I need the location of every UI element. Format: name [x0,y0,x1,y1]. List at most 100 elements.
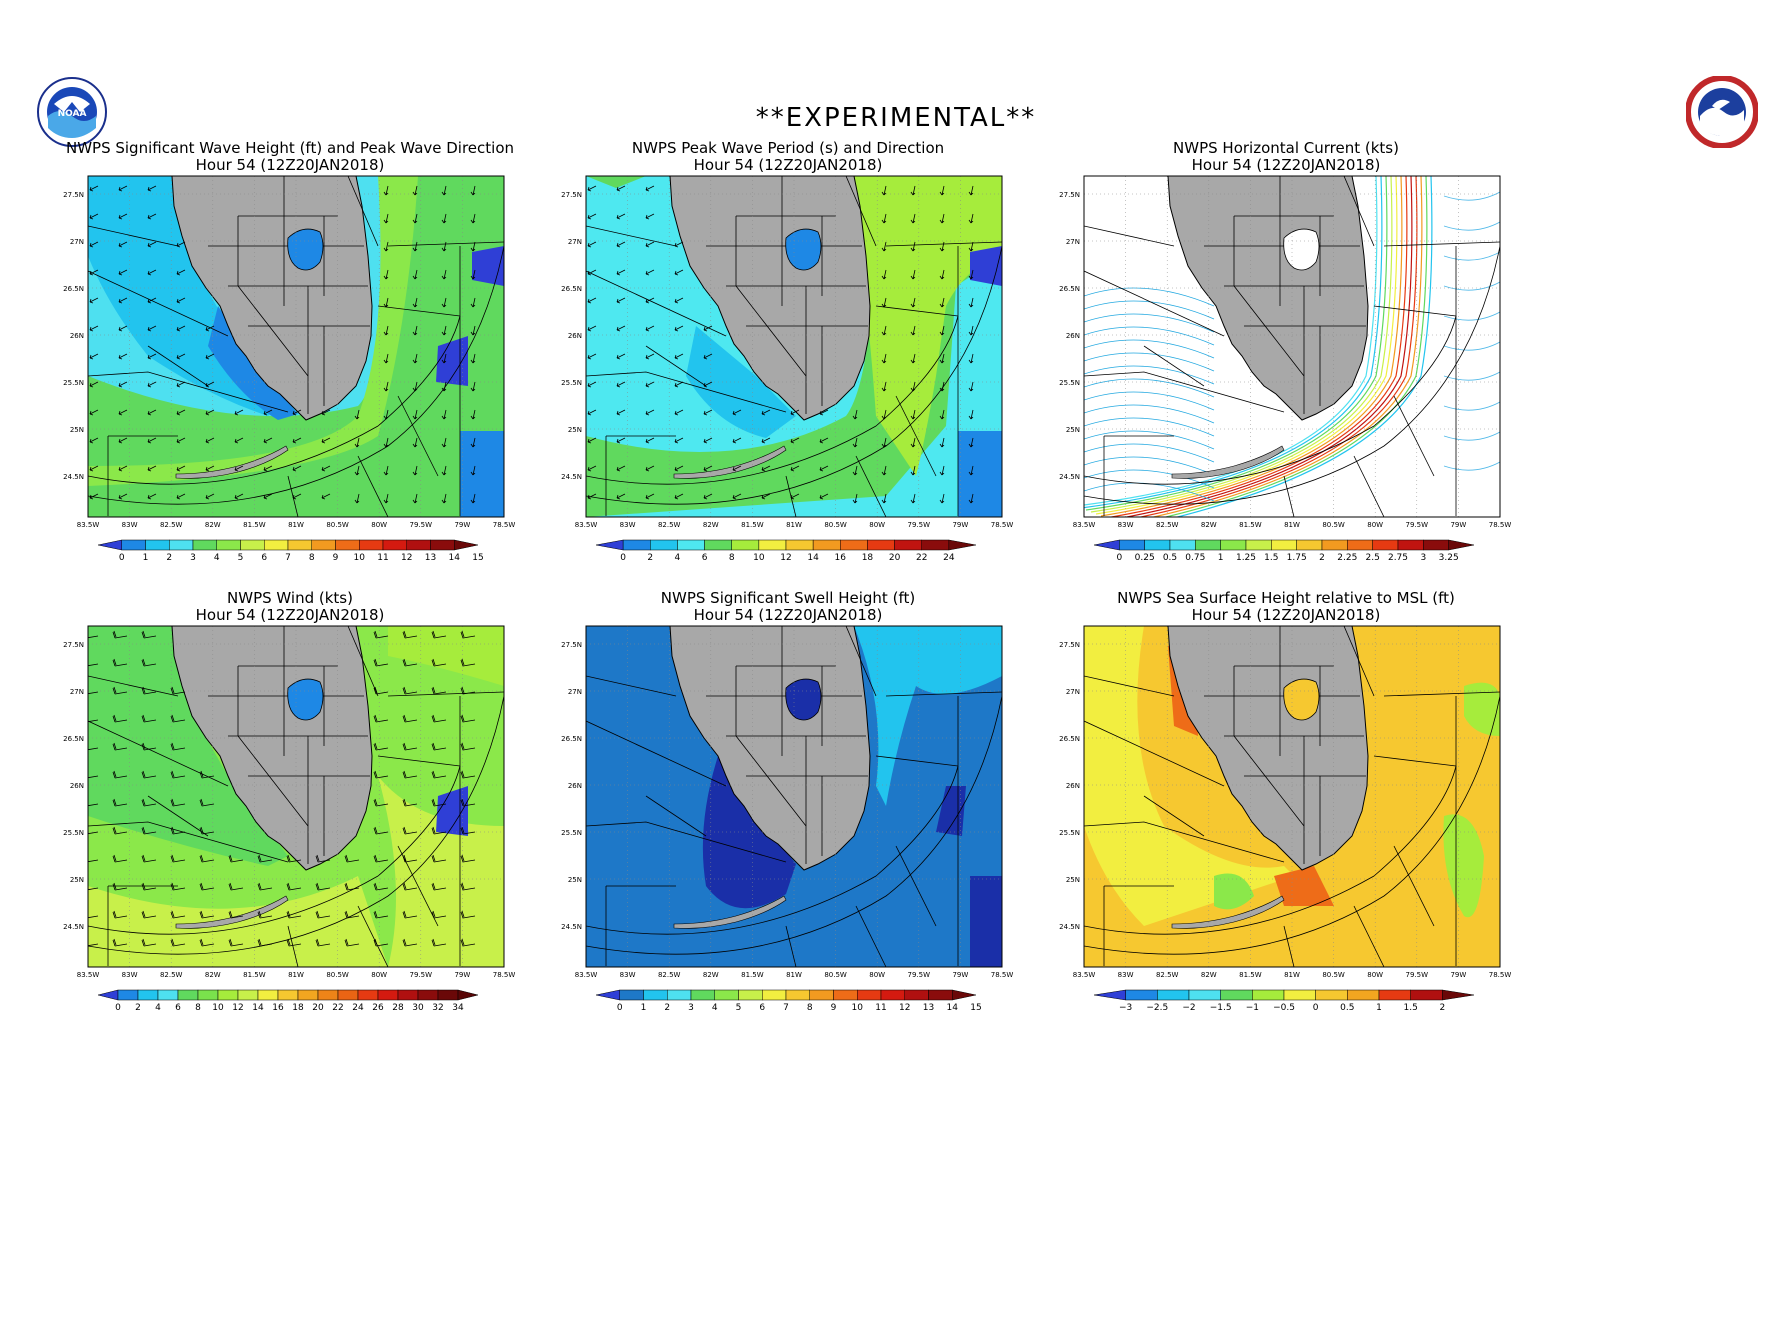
lat-tick-label: 25.5N [1059,829,1080,837]
wave-direction-arrow [616,185,626,192]
wave-direction-arrow [790,437,800,444]
zone-line [645,345,707,387]
colorbar-label: −2 [1182,1003,1195,1013]
wind-barb [141,742,157,751]
lon-tick-label: 83W [620,521,636,529]
colorbar-swatch [145,539,170,551]
wind-barb [141,714,157,723]
panel-title-line: NWPS Wind (kts) [227,589,353,607]
wave-direction-arrow [321,493,331,500]
colorbar-label: 18 [292,1003,304,1013]
wave-direction-arrow [881,381,887,392]
colorbar-swatch [1125,989,1158,1001]
wind-barb [402,686,418,695]
zone-line [875,305,959,317]
colorbar-label: 4 [675,553,681,563]
wave-direction-arrow [292,465,302,472]
wind-barb [344,854,360,863]
current-streamline [1095,176,1398,515]
ocean-field [702,756,796,909]
wave-direction-arrow [383,269,389,280]
wind-barb [286,910,302,919]
colorbar-label: 22 [332,1003,343,1013]
wind-barb [141,770,157,779]
lat-tick-label: 27.5N [63,641,84,649]
wave-direction-arrow [205,409,215,416]
wave-direction-arrow [263,465,273,472]
panel-subtitle: Hour 54 (12Z20JAN2018) [693,156,883,174]
colorbar-label: 3 [190,553,196,563]
colorbar-label: 6 [759,1003,765,1013]
wind-barb [373,770,389,779]
wind-barb [373,938,389,947]
wind-barb [88,915,99,919]
colorbar-swatch [1220,539,1247,551]
wave-direction-arrow [89,269,99,276]
colorbar-swatch [677,539,705,551]
colorbar-label: 12 [899,1003,910,1013]
wind-barb [199,938,215,947]
colorbar-swatch [216,539,241,551]
wave-direction-arrow [176,409,186,416]
wave-direction-arrow [470,325,476,336]
wind-barb [286,854,302,863]
colorbar-swatch [457,989,479,1001]
colorbar-label: 1 [641,1003,647,1013]
colorbar-swatch [948,539,977,551]
current-streamline [1108,176,1408,517]
colorbar-label: 0.5 [1163,553,1177,563]
lat-tick-label: 25N [568,876,582,884]
colorbar: 0 1 2 3 4 5 6 7 8 9 10 11 12 13 14 15 [595,989,982,1013]
wave-direction-arrow [118,185,128,192]
lat-tick-label: 27N [70,238,84,246]
wave-direction-arrow [587,437,597,444]
lat-tick-label: 25N [568,426,582,434]
colorbar-swatch [595,539,624,551]
wave-direction-arrow [968,185,974,196]
colorbar-label: −1.5 [1210,1003,1232,1013]
colorbar-swatch [335,539,360,551]
wind-barb [402,826,418,835]
ocean-field [586,176,646,188]
zone-line [895,395,937,477]
colorbar-swatch [1410,989,1443,1001]
wave-direction-arrow [147,353,157,360]
wave-direction-arrow [703,409,713,416]
ocean-field [1464,682,1500,736]
ocean-field [1214,873,1254,910]
current-streamline [1443,221,1500,231]
colorbar-swatch [904,989,929,1001]
colorbar-swatch [297,989,319,1001]
wave-direction-arrow [674,381,684,388]
wind-barb [373,714,389,723]
wave-direction-arrow [587,465,597,472]
lat-tick-label: 26N [568,782,582,790]
lon-tick-label: 82.5W [1156,971,1179,979]
wave-direction-arrow [147,325,157,332]
noaa-logo-icon: NOAA [37,77,107,147]
lat-tick-label: 26.5N [63,285,84,293]
panel-title-line: NWPS Peak Wave Period (s) and Direction [631,139,945,157]
wave-direction-arrow [176,269,186,276]
current-streamline [1084,469,1215,489]
wave-direction-arrow [89,437,99,444]
wave-direction-arrow [939,437,945,448]
zone-line [88,245,504,505]
zone-line [1233,285,1305,377]
colorbar-swatch [1157,989,1190,1001]
wave-direction-arrow [118,353,128,360]
zone-line [1084,675,1175,697]
lat-tick-label: 26N [70,332,84,340]
wave-direction-arrow [147,493,157,500]
lon-tick-label: 79.5W [1406,971,1429,979]
colorbar-label: 24 [352,1003,364,1013]
colorbar-label: 14 [252,1003,264,1013]
panel-subtitle: Hour 54 (12Z20JAN2018) [195,156,385,174]
ocean-field [970,246,1002,286]
ocean-field [970,876,1002,967]
zone-line [88,765,461,935]
zone-line [88,371,289,413]
wave-direction-arrow [176,241,186,248]
wave-direction-arrow [968,437,974,448]
wave-direction-arrow [910,241,916,252]
